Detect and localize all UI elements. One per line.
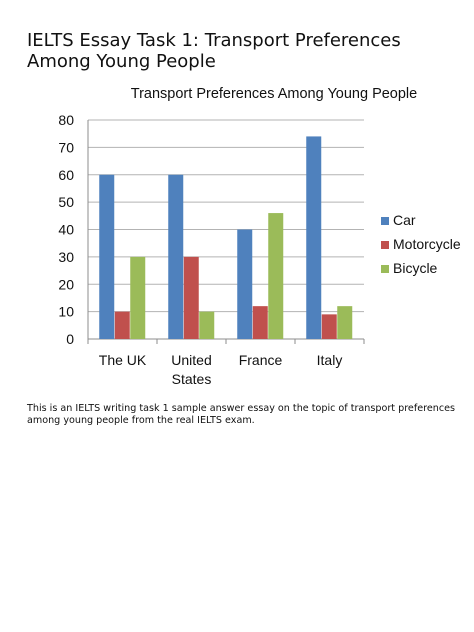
bar-car-2 (237, 229, 253, 339)
bar-motorcycle-0 (114, 311, 130, 339)
bar-motorcycle-1 (183, 256, 199, 339)
legend-swatch-motorcycle (381, 241, 389, 249)
y-tick-label: 40 (58, 222, 74, 238)
legend-label-motorcycle: Motorcycle (393, 236, 461, 252)
gridlines (88, 119, 364, 313)
chart-container: Transport Preferences Among Young People… (0, 78, 474, 398)
y-tick-label: 80 (58, 112, 74, 128)
y-tick-label: 30 (58, 249, 74, 265)
document-caption: This is an IELTS writing task 1 sample a… (27, 403, 456, 426)
chart-title: Transport Preferences Among Young People (131, 86, 417, 102)
x-tick-label: United (171, 352, 211, 368)
bar-bicycle-2 (268, 213, 284, 339)
y-tick-label: 20 (58, 276, 74, 292)
y-tick-label: 60 (58, 167, 74, 183)
legend: Car Motorcycle Bicycle (381, 212, 461, 276)
bar-bicycle-3 (337, 306, 353, 339)
legend-swatch-car (381, 217, 389, 225)
bar-chart: Transport Preferences Among Young People… (58, 86, 461, 387)
bars (99, 136, 353, 339)
document-title-line-1: IELTS Essay Task 1: Transport Preference… (27, 30, 401, 51)
bar-bicycle-1 (199, 311, 215, 339)
y-tick-label: 10 (58, 304, 74, 320)
x-axis: The UK United States France Italy (87, 339, 365, 387)
legend-label-car: Car (393, 212, 416, 228)
bar-car-1 (168, 174, 184, 339)
legend-swatch-bicycle (381, 265, 389, 273)
x-tick-label: States (172, 371, 212, 387)
x-tick-label: The UK (99, 352, 147, 368)
legend-label-bicycle: Bicycle (393, 260, 438, 276)
bar-car-3 (306, 136, 322, 339)
x-tick-label: Italy (317, 352, 343, 368)
y-tick-label: 50 (58, 194, 74, 210)
bar-motorcycle-2 (252, 306, 268, 339)
y-tick-label: 70 (58, 139, 74, 155)
bar-bicycle-0 (130, 256, 146, 339)
bar-motorcycle-3 (321, 314, 337, 339)
x-tick-label: France (239, 352, 283, 368)
y-tick-label: 0 (66, 331, 74, 347)
document-title-line-2: Among Young People (27, 51, 216, 72)
bar-car-0 (99, 174, 115, 339)
document-title: IELTS Essay Task 1: Transport Preference… (27, 30, 457, 72)
